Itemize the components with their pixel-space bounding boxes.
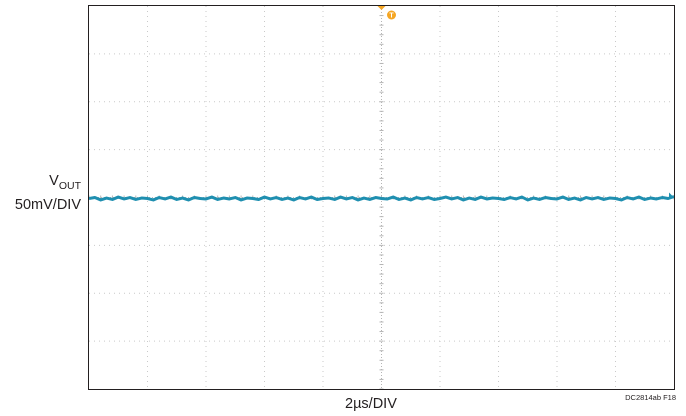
channel-scale: 50mV/DIV	[14, 197, 81, 213]
channel-name-subscript: OUT	[58, 180, 81, 192]
scope-plot: T	[89, 6, 674, 389]
figure-id-label: DC2814ab F18	[625, 393, 676, 402]
vout-trace	[89, 195, 674, 202]
x-axis-scale-label: 2µs/DIV	[345, 396, 397, 412]
scope-screen: T	[88, 5, 675, 390]
channel-name-main: V	[49, 173, 59, 189]
trigger-marker	[387, 10, 396, 20]
channel-label: VOUT 50mV/DIV	[15, 172, 81, 215]
trace-end-marker	[669, 192, 673, 199]
trigger-marker-label: T	[389, 13, 394, 20]
channel-name: VOUT	[15, 172, 81, 196]
trigger-arrow	[377, 6, 386, 10]
